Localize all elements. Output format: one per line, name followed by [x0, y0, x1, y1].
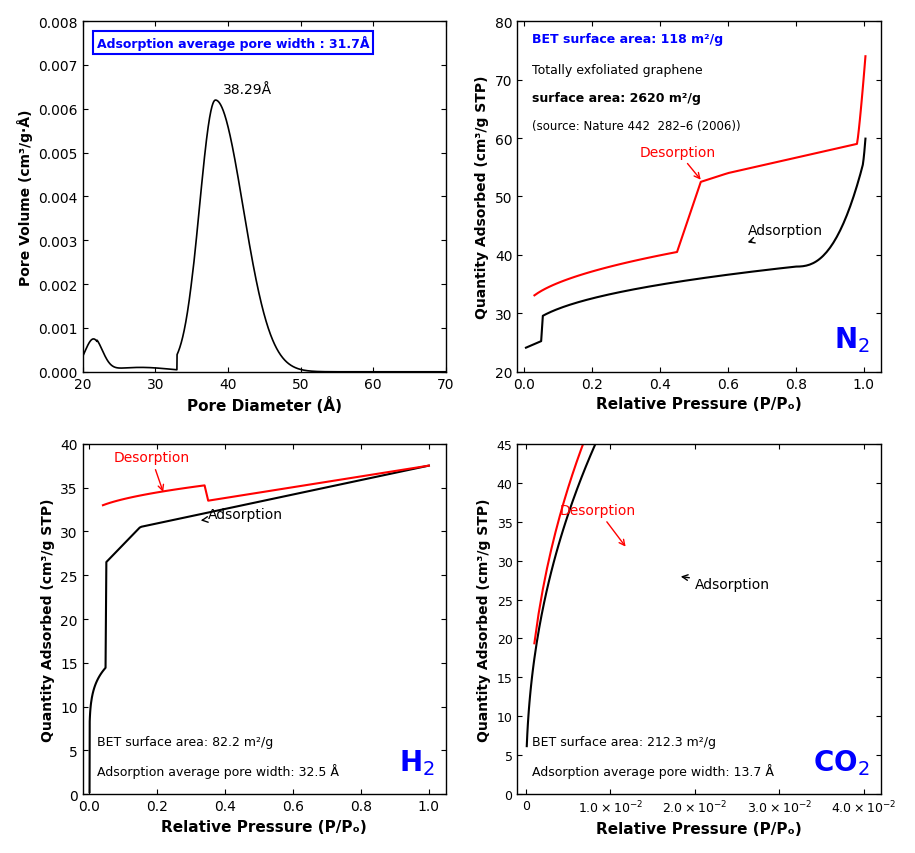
- X-axis label: Pore Diameter (Å): Pore Diameter (Å): [187, 397, 341, 414]
- X-axis label: Relative Pressure (P/Pₒ): Relative Pressure (P/Pₒ): [161, 819, 367, 833]
- Y-axis label: Pore Volume (cm³/g·Å): Pore Volume (cm³/g·Å): [16, 109, 33, 286]
- X-axis label: Relative Pressure (P/Pₒ): Relative Pressure (P/Pₒ): [597, 397, 802, 412]
- Text: Adsorption: Adsorption: [202, 508, 284, 523]
- Text: Desorption: Desorption: [640, 145, 716, 179]
- Y-axis label: Quantity Adsorbed (cm³/g STP): Quantity Adsorbed (cm³/g STP): [40, 497, 55, 741]
- Y-axis label: Quantity Adsorbed (cm³/g STP): Quantity Adsorbed (cm³/g STP): [476, 76, 490, 319]
- Text: BET surface area: 212.3 m²/g: BET surface area: 212.3 m²/g: [532, 734, 716, 748]
- Text: Adsorption average pore width: 32.5 Å: Adsorption average pore width: 32.5 Å: [97, 763, 339, 778]
- Text: surface area: 2620 m²/g: surface area: 2620 m²/g: [532, 92, 701, 105]
- Text: Adsorption: Adsorption: [683, 575, 770, 591]
- Text: N$_2$: N$_2$: [834, 325, 870, 355]
- Text: BET surface area: 82.2 m²/g: BET surface area: 82.2 m²/g: [97, 734, 274, 748]
- Text: Adsorption: Adsorption: [748, 224, 824, 244]
- Text: Totally exfoliated graphene: Totally exfoliated graphene: [532, 64, 703, 77]
- Text: Adsorption average pore width: 13.7 Å: Adsorption average pore width: 13.7 Å: [532, 763, 774, 778]
- Text: BET surface area: 118 m²/g: BET surface area: 118 m²/g: [532, 32, 723, 45]
- Text: Desorption: Desorption: [560, 503, 636, 546]
- Text: 38.29Å: 38.29Å: [222, 84, 272, 97]
- Text: CO$_2$: CO$_2$: [813, 747, 870, 777]
- Y-axis label: Quantity Adsorbed (cm³/g STP): Quantity Adsorbed (cm³/g STP): [478, 497, 491, 741]
- X-axis label: Relative Pressure (P/Pₒ): Relative Pressure (P/Pₒ): [597, 821, 802, 836]
- Text: Desorption: Desorption: [113, 450, 189, 490]
- Text: H$_2$: H$_2$: [399, 747, 435, 777]
- Text: Adsorption average pore width : 31.7Å: Adsorption average pore width : 31.7Å: [97, 36, 370, 51]
- Text: (source: Nature 442  282–6 (2006)): (source: Nature 442 282–6 (2006)): [532, 120, 740, 133]
